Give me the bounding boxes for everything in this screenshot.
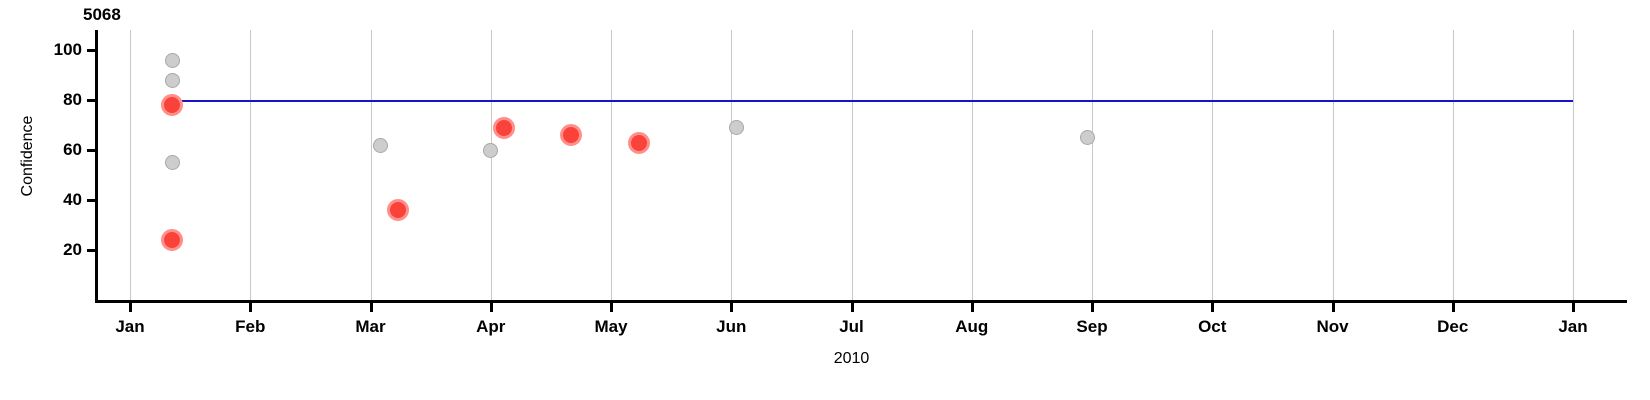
x-tick-11	[1451, 303, 1455, 312]
x-tick-label-jan-12: Jan	[1558, 317, 1588, 336]
x-tick-label-aug-7: Aug	[955, 317, 989, 336]
y-tick-60	[87, 149, 96, 152]
x-tick-label-apr-3: Apr	[476, 317, 506, 336]
gridline-jan-12	[1573, 30, 1574, 300]
x-tick-label-jul-6: Jul	[839, 317, 864, 336]
x-tick-6	[850, 303, 854, 312]
x-tick-3	[489, 303, 493, 312]
y-tick-40	[87, 199, 96, 202]
x-tick-0	[129, 303, 132, 312]
x-tick-label-may-4: May	[594, 317, 628, 336]
x-tick-label-nov-10: Nov	[1316, 317, 1349, 336]
threshold-line	[163, 100, 1573, 102]
x-tick-label-feb-1: Feb	[235, 317, 266, 336]
y-tick-label-20: 20	[63, 240, 82, 259]
gridline-aug-7	[971, 30, 973, 300]
y-tick-label-100: 100	[53, 40, 82, 59]
data-point[interactable]	[372, 137, 388, 153]
gridline-jul-6	[851, 30, 853, 300]
data-point[interactable]	[164, 155, 180, 170]
y-tick-80	[87, 99, 96, 102]
gridline-oct-9	[1212, 30, 1214, 300]
y-tick-label-80: 80	[63, 90, 82, 109]
x-tick-8	[1091, 303, 1094, 312]
gridline-jan-0	[130, 30, 131, 300]
gridline-dec-11	[1452, 30, 1454, 300]
x-tick-4	[610, 303, 613, 312]
y-axis-title: Confidence	[19, 115, 36, 197]
x-tick-2	[369, 303, 373, 312]
gridline-sep-8	[1092, 30, 1093, 300]
x-tick-5	[730, 303, 734, 312]
x-tick-label-jan-0: Jan	[115, 317, 145, 336]
data-point[interactable]	[560, 124, 583, 146]
gridline-nov-10	[1332, 30, 1334, 300]
y-tick-label-60: 60	[63, 140, 82, 159]
data-point[interactable]	[483, 142, 499, 158]
data-point[interactable]	[164, 52, 180, 68]
gridline-mar-2	[370, 30, 372, 300]
gridline-may-4	[611, 30, 612, 300]
x-axis-title: 2010	[833, 350, 870, 367]
gridline-apr-3	[490, 30, 492, 300]
x-tick-10	[1331, 303, 1335, 312]
gridline-jun-5	[731, 30, 733, 300]
data-point[interactable]	[161, 229, 184, 251]
chart-title: 5068	[83, 5, 121, 24]
data-point[interactable]	[627, 131, 650, 154]
data-point[interactable]	[728, 120, 744, 135]
x-axis-line	[95, 300, 1627, 303]
x-tick-1	[249, 303, 253, 312]
x-tick-label-oct-9: Oct	[1198, 317, 1227, 336]
x-tick-label-mar-2: Mar	[355, 317, 386, 336]
x-tick-label-dec-11: Dec	[1437, 317, 1469, 336]
data-point[interactable]	[161, 94, 184, 116]
x-tick-9	[1211, 303, 1215, 312]
data-point[interactable]	[492, 116, 515, 139]
x-tick-label-sep-8: Sep	[1076, 317, 1108, 336]
x-tick-7	[970, 303, 974, 312]
data-point[interactable]	[164, 72, 180, 88]
x-tick-12	[1572, 303, 1575, 312]
y-tick-label-40: 40	[63, 190, 82, 209]
data-point[interactable]	[387, 199, 410, 221]
x-tick-label-jun-5: Jun	[716, 317, 747, 336]
y-tick-100	[87, 49, 96, 52]
plot-area	[97, 30, 1627, 300]
data-point[interactable]	[1079, 130, 1095, 145]
y-tick-20	[87, 249, 96, 252]
y-axis-line	[95, 30, 98, 302]
gridline-feb-1	[250, 30, 252, 300]
